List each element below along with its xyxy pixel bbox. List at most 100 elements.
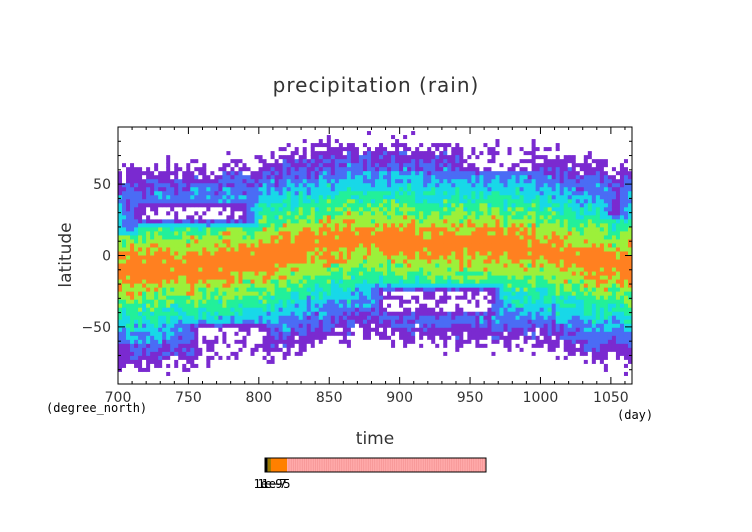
heatmap-cell (423, 155, 428, 160)
heatmap-cell (366, 335, 372, 341)
heatmap-cell (338, 175, 344, 180)
heatmap-cell (170, 315, 175, 321)
heatmap-cell (395, 343, 400, 349)
heatmap-cell (370, 215, 376, 220)
heatmap-cell (190, 151, 195, 156)
heatmap-cell (330, 355, 336, 361)
heatmap-cell (370, 251, 376, 256)
heatmap-cell (218, 155, 223, 160)
heatmap-cell (210, 311, 215, 317)
heatmap-cell (290, 183, 296, 188)
heatmap-cell (218, 171, 223, 176)
heatmap-cell (206, 291, 211, 297)
heatmap-cell (342, 283, 348, 289)
heatmap-cell (166, 219, 171, 224)
heatmap-cell (391, 307, 396, 313)
heatmap-cell (342, 143, 348, 148)
heatmap-cell (326, 175, 332, 180)
heatmap-cell (290, 311, 296, 317)
heatmap-cell (210, 335, 215, 341)
heatmap-cell (419, 315, 424, 321)
heatmap-cell (306, 339, 312, 345)
heatmap-cell (310, 363, 316, 369)
heatmap-cell (202, 175, 207, 180)
heatmap-cell (298, 131, 304, 136)
heatmap-cell (266, 283, 271, 289)
heatmap-cell (166, 315, 171, 321)
heatmap-cell (130, 227, 135, 232)
heatmap-cell (395, 151, 400, 156)
heatmap-cell (391, 227, 396, 232)
heatmap-cell (226, 343, 231, 349)
heatmap-cell (146, 203, 151, 208)
heatmap-cell (270, 263, 276, 268)
heatmap-cell (166, 131, 171, 136)
heatmap-cell (278, 327, 284, 333)
heatmap-cell (234, 163, 239, 168)
heatmap-cell (294, 235, 300, 240)
heatmap-cell (154, 219, 159, 224)
heatmap-cell (407, 171, 412, 176)
heatmap-cell (278, 139, 284, 144)
heatmap-cell (350, 295, 356, 301)
heatmap-cell (222, 135, 227, 140)
heatmap-cell (262, 191, 267, 196)
heatmap-cell (230, 235, 235, 240)
heatmap-cell (383, 143, 388, 148)
heatmap-cell (415, 251, 420, 256)
heatmap-cell (142, 271, 147, 276)
heatmap-cell (218, 195, 223, 200)
heatmap-cell (423, 171, 428, 176)
heatmap-cell (274, 311, 280, 317)
heatmap-cell (387, 295, 392, 301)
heatmap-cell (366, 351, 372, 357)
heatmap-cell (427, 159, 432, 164)
heatmap-cell (379, 171, 384, 176)
heatmap-cell (266, 135, 271, 140)
heatmap-cell (342, 379, 348, 385)
heatmap-cell (194, 323, 199, 329)
heatmap-cell (399, 199, 404, 204)
heatmap-cell (274, 343, 280, 349)
heatmap-cell (198, 223, 203, 228)
heatmap-cell (415, 127, 420, 132)
heatmap-cell (387, 359, 392, 365)
heatmap-cell (407, 359, 412, 365)
heatmap-cell (423, 175, 428, 180)
heatmap-cell (314, 195, 320, 200)
heatmap-cell (218, 311, 223, 317)
heatmap-cell (383, 311, 388, 317)
heatmap-cell (391, 291, 396, 297)
heatmap-cell (246, 187, 251, 192)
heatmap-cell (286, 239, 292, 244)
heatmap-cell (342, 355, 348, 361)
heatmap-cell (415, 231, 420, 236)
heatmap-cell (218, 319, 223, 325)
heatmap-cell (194, 151, 199, 156)
heatmap-cell (318, 319, 324, 325)
heatmap-cell (427, 323, 432, 329)
heatmap-cell (423, 351, 428, 357)
heatmap-cell (242, 147, 247, 152)
heatmap-cell (226, 367, 231, 373)
heatmap-cell (234, 371, 239, 377)
heatmap-cell (411, 247, 416, 252)
heatmap-cell (415, 299, 420, 305)
heatmap-cell (366, 303, 372, 309)
heatmap-cell (230, 363, 235, 369)
heatmap-cell (399, 231, 404, 236)
heatmap-cell (290, 355, 296, 361)
heatmap-cell (286, 311, 292, 317)
heatmap-cell (306, 303, 312, 309)
heatmap-cell (358, 183, 364, 188)
heatmap-cell (158, 195, 163, 200)
heatmap-cell (210, 223, 215, 228)
heatmap-cell (383, 299, 388, 305)
heatmap-cell (362, 263, 368, 268)
heatmap-cell (202, 263, 207, 268)
heatmap-cell (395, 283, 400, 289)
heatmap-cell (186, 319, 191, 325)
heatmap-cell (134, 335, 139, 341)
heatmap-cell (399, 347, 404, 353)
heatmap-cell (122, 307, 127, 313)
